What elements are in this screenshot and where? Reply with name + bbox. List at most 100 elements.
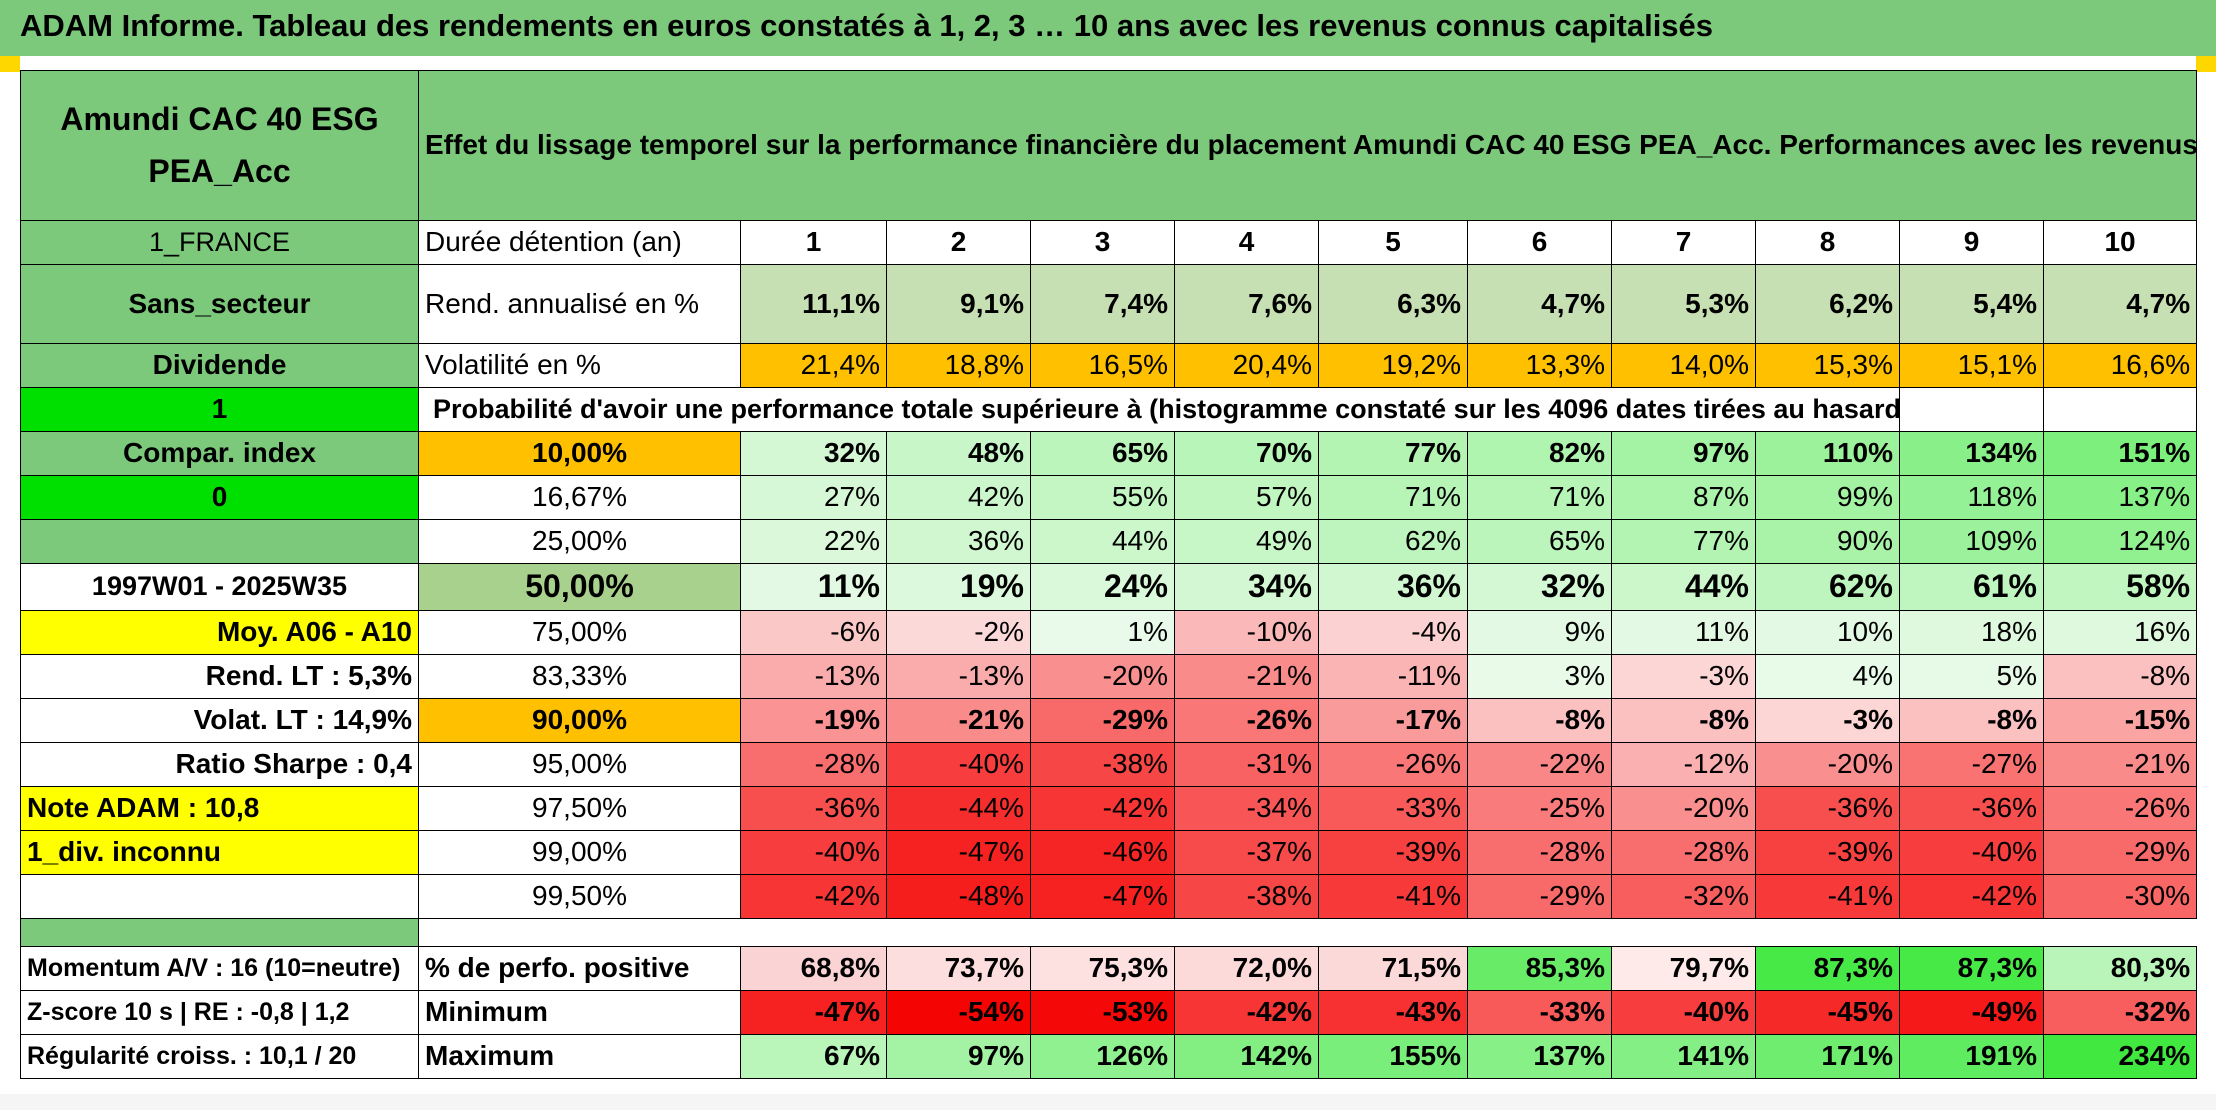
probability-cell: 57% [1174, 475, 1319, 520]
probability-cell: 44% [1030, 519, 1175, 564]
probability-cell: -20% [1030, 654, 1175, 699]
side-label: 1997W01 - 2025W35 [20, 563, 419, 611]
probability-cell: -8% [1611, 698, 1756, 743]
fund-name: Amundi CAC 40 ESG PEA_Acc [20, 70, 419, 221]
probability-cell: 77% [1318, 431, 1468, 476]
year-header: 5 [1318, 220, 1468, 265]
positive-perf-cell: 75,3% [1030, 946, 1175, 991]
sheet-footer [0, 1094, 2216, 1110]
summary-label: % de perfo. positive [418, 946, 741, 991]
minimum-cell: -40% [1611, 990, 1756, 1035]
probability-cell: 27% [740, 475, 887, 520]
year-header: 3 [1030, 220, 1175, 265]
threshold-cell: 90,00% [418, 698, 741, 743]
table-description: Effet du lissage temporel sur la perform… [417, 70, 2198, 221]
maximum-cell: 137% [1467, 1034, 1612, 1079]
probability-cell: 36% [1318, 563, 1468, 611]
probability-row: 1_div. inconnu 99,00% -40% -47% -46% -37% -39%… [20, 830, 2198, 875]
probability-cell: 62% [1318, 519, 1468, 564]
probability-cell: 77% [1611, 519, 1756, 564]
duration-label: Durée détention (an) [418, 220, 741, 265]
probability-cell: -28% [1467, 830, 1612, 875]
side-label: 0 [20, 475, 419, 520]
threshold-cell: 75,00% [418, 610, 741, 655]
probability-row: 99,50% -42% -48% -47% -38% -41% -29% -32% -41% -4… [20, 874, 2198, 919]
probability-cell: 48% [886, 431, 1031, 476]
probability-row: Moy. A06 - A10 75,00% -6% -2% 1% -10% -4% 9% 11%… [20, 610, 2198, 655]
probability-cell: 10% [1755, 610, 1900, 655]
side-label: Note ADAM : 10,8 [20, 786, 419, 831]
threshold-cell: 99,00% [418, 830, 741, 875]
probability-cell: -47% [886, 830, 1031, 875]
annualized-return-cell: 11,1% [740, 264, 887, 344]
corner-marker [2196, 56, 2216, 72]
probability-cell: -17% [1318, 698, 1468, 743]
probability-cell: -36% [1755, 786, 1900, 831]
probability-cell: 42% [886, 475, 1031, 520]
probability-row: Rend. LT : 5,3% 83,33% -13% -13% -20% -21% -11… [20, 654, 2198, 699]
positive-perf-cell: 72,0% [1174, 946, 1319, 991]
spacer-cell [20, 918, 419, 947]
volatility-cell: 19,2% [1318, 343, 1468, 388]
probability-cell: 44% [1611, 563, 1756, 611]
threshold-cell: 97,50% [418, 786, 741, 831]
year-header: 1 [740, 220, 887, 265]
probability-cell: -31% [1174, 742, 1319, 787]
probability-cell: 18% [1899, 610, 2044, 655]
annualized-return-cell: 4,7% [2042, 264, 2198, 344]
probability-cell: -2% [886, 610, 1031, 655]
probability-cell: -21% [2042, 742, 2198, 787]
probability-cell: -26% [1174, 698, 1319, 743]
annualized-return-cell: 5,3% [1611, 264, 1756, 344]
probability-cell: -46% [1030, 830, 1175, 875]
volatility-cell: 16,6% [2042, 343, 2198, 388]
probability-cell: -6% [740, 610, 887, 655]
probability-cell: 5% [1899, 654, 2044, 699]
volatility-cell: 18,8% [886, 343, 1031, 388]
probability-cell: -33% [1318, 786, 1468, 831]
minimum-cell: -54% [886, 990, 1031, 1035]
probability-cell: -3% [1611, 654, 1756, 699]
probability-cell: 70% [1174, 431, 1319, 476]
year-header: 2 [886, 220, 1031, 265]
minimum-cell: -49% [1899, 990, 2044, 1035]
side-label: 1_div. inconnu [20, 830, 419, 875]
spacer-row [20, 918, 2197, 947]
probability-cell: -29% [2042, 830, 2198, 875]
probability-row: 0 16,67% 27% 42% 55% 57% 71% 71% 87% 99% 118% 137% [20, 475, 2198, 520]
annualized-return-cell: 6,3% [1318, 264, 1468, 344]
minimum-cell: -43% [1318, 990, 1468, 1035]
side-label: Moy. A06 - A10 [20, 610, 419, 655]
annualized-return-cell: 5,4% [1899, 264, 2044, 344]
probability-cell: 134% [1899, 431, 2044, 476]
country-label: 1_FRANCE [20, 220, 419, 265]
threshold-cell: 10,00% [418, 431, 741, 476]
probability-cell: 87% [1611, 475, 1756, 520]
probability-cell: -38% [1174, 874, 1319, 919]
probability-cell: -8% [1899, 698, 2044, 743]
probability-row: Ratio Sharpe : 0,4 95,00% -28% -40% -38% -31%… [20, 742, 2198, 787]
probability-cell: 9% [1467, 610, 1612, 655]
maximum-cell: 141% [1611, 1034, 1756, 1079]
probability-cell: -44% [886, 786, 1031, 831]
probability-cell: -32% [1611, 874, 1756, 919]
probability-cell: 97% [1611, 431, 1756, 476]
probability-row: 1997W01 - 2025W35 50,00% 11% 19% 24% 34% 36% 32… [20, 563, 2198, 611]
performance-table: Amundi CAC 40 ESG PEA_Acc Effet du lissa… [20, 70, 2198, 1079]
maximum-cell: 234% [2042, 1034, 2198, 1079]
side-label: Volat. LT : 14,9% [20, 698, 419, 743]
maximum-cell: 171% [1755, 1034, 1900, 1079]
year-header: 8 [1755, 220, 1900, 265]
probability-cell: -20% [1611, 786, 1756, 831]
year-header: 9 [1899, 220, 2044, 265]
spacer-cell [417, 918, 2197, 947]
year-header: 10 [2042, 220, 2198, 265]
sector-label: Sans_secteur [20, 264, 419, 344]
threshold-cell: 83,33% [418, 654, 741, 699]
probability-cell: 109% [1899, 519, 2044, 564]
volatility-cell: 21,4% [740, 343, 887, 388]
probability-cell: 11% [740, 563, 887, 611]
positive-perf-cell: 73,7% [886, 946, 1031, 991]
probability-cell: -28% [1611, 830, 1756, 875]
probability-cell: -22% [1467, 742, 1612, 787]
